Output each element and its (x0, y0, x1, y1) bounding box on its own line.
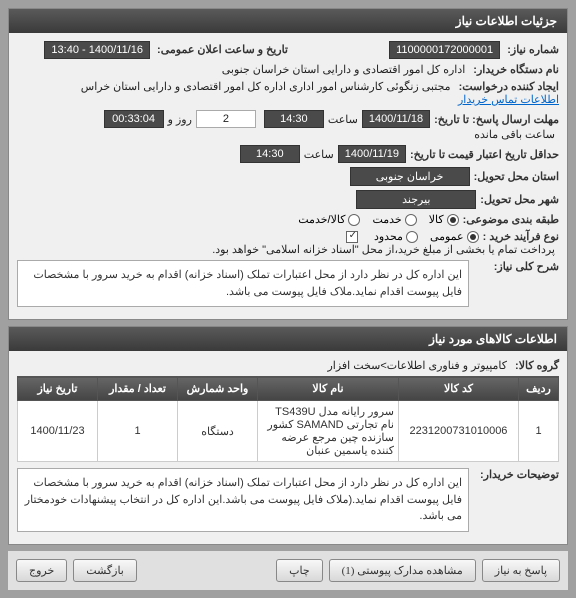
overview-label: شرح کلی نیاز: (490, 261, 559, 273)
contact-link[interactable]: اطلاعات تماس خریدار (458, 93, 559, 106)
td-name: سرور رایانه مدل TS439U نام تجارتی SAMAND… (258, 401, 399, 462)
province-label: استان محل تحویل: (470, 170, 559, 183)
need-no-label: شماره نیاز: (503, 44, 559, 56)
proc-omumi-radio[interactable] (467, 231, 479, 243)
cat-both-radio[interactable] (348, 214, 360, 226)
buyer-notes-box: این اداره کل در نظر دارد از محل اعتبارات… (17, 468, 469, 532)
th-row: ردیف (519, 377, 559, 401)
cat-both-label: کالا/خدمت (298, 213, 345, 226)
resp-time: 14:30 (264, 110, 324, 128)
resp-deadline-label: مهلت ارسال پاسخ: تا تاریخ: (430, 113, 559, 126)
valid-label: حداقل تاریخ اعتبار قیمت تا تاریخ: (406, 148, 559, 161)
th-qty: تعداد / مقدار (98, 377, 178, 401)
proc-rest-radio[interactable] (406, 231, 418, 243)
overview-box: این اداره کل در نظر دارد از محل اعتبارات… (17, 260, 469, 307)
panel1-header: جزئیات اطلاعات نیاز (9, 9, 567, 33)
buyer-org-value: اداره کل امور اقتصادی و دارایی استان خرا… (218, 63, 470, 76)
province-value: خراسان جنوبی (350, 167, 470, 186)
category-label: طبقه بندی موضوعی: (459, 213, 559, 226)
cat-khadamat-item[interactable]: خدمت (372, 213, 416, 226)
panel1-body: شماره نیاز: 1100000172000001 تاریخ و ساع… (9, 33, 567, 319)
cat-kala-radio[interactable] (447, 214, 459, 226)
valid-date: 1400/11/19 (338, 145, 406, 163)
proc-rest-label: محدود (374, 230, 403, 243)
td-qty: 1 (98, 401, 178, 462)
th-date: تاریخ نیاز (18, 377, 98, 401)
need-details-panel: جزئیات اطلاعات نیاز شماره نیاز: 11000001… (8, 8, 568, 320)
table-row: 1 2231200731010006 سرور رایانه مدل TS439… (18, 401, 559, 462)
creator-label: ایجاد کننده درخواست: (455, 80, 559, 93)
th-code: کد کالا (399, 377, 519, 401)
announce-label: تاریخ و ساعت اعلان عمومی: (153, 44, 288, 56)
city-value: بیرجند (356, 190, 476, 209)
th-unit: واحد شمارش (178, 377, 258, 401)
remain-label: ساعت باقی مانده (470, 128, 559, 141)
buttons-row: پاسخ به نیاز مشاهده مدارک پیوستی (1) چاپ… (8, 551, 568, 590)
buyer-notes-label: توضیحات خریدار: (476, 469, 559, 481)
days-value: 2 (196, 110, 256, 128)
goods-panel: اطلاعات کالاهای مورد نیاز گروه کالا: کام… (8, 326, 568, 545)
category-radio-group: کالا خدمت کالا/خدمت (298, 213, 458, 226)
table-header-row: ردیف کد کالا نام کالا واحد شمارش تعداد /… (18, 377, 559, 401)
remain-time: 00:33:04 (104, 110, 164, 128)
goods-group-value: کامپیوتر و فناوری اطلاعات>سخت افزار (323, 359, 511, 372)
cat-kala-label: کالا (429, 213, 444, 226)
city-label: شهر محل تحویل: (476, 193, 559, 206)
cat-khadamat-label: خدمت (372, 213, 401, 226)
respond-button[interactable]: پاسخ به نیاز (482, 559, 560, 582)
goods-table: ردیف کد کالا نام کالا واحد شمارش تعداد /… (17, 376, 559, 462)
proc-omumi-label: عمومی (430, 230, 464, 243)
panel2-header: اطلاعات کالاهای مورد نیاز (9, 327, 567, 351)
goods-group-label: گروه کالا: (511, 359, 559, 372)
creator-value: مجتبی زنگوئی کارشناس امور اداری اداره کل… (77, 80, 455, 93)
td-date: 1400/11/23 (18, 401, 98, 462)
proc-omumi-item[interactable]: عمومی (430, 230, 479, 243)
cat-kala-item[interactable]: کالا (429, 213, 459, 226)
rooz-va: روز و (164, 113, 196, 126)
td-code: 2231200731010006 (399, 401, 519, 462)
cat-khadamat-radio[interactable] (405, 214, 417, 226)
panel2-body: گروه کالا: کامپیوتر و فناوری اطلاعات>سخت… (9, 351, 567, 544)
buyer-org-label: نام دستگاه خریدار: (469, 63, 559, 76)
announce-value: 1400/11/16 - 13:40 (44, 41, 150, 59)
proc-radio-group: عمومی محدود (374, 230, 479, 243)
valid-time: 14:30 (240, 145, 300, 163)
th-name: نام کالا (258, 377, 399, 401)
resp-date: 1400/11/18 (362, 110, 430, 128)
buy-proc-label: نوع فرآیند خرید : (479, 230, 559, 243)
back-button[interactable]: بازگشت (73, 559, 137, 582)
saat1: ساعت (324, 113, 362, 126)
cat-both-item[interactable]: کالا/خدمت (298, 213, 360, 226)
saat2: ساعت (300, 148, 338, 161)
proc-rest-item[interactable]: محدود (374, 230, 418, 243)
treasury-checkbox[interactable] (346, 231, 358, 243)
attachments-button[interactable]: مشاهده مدارک پیوستی (1) (329, 559, 476, 582)
print-button[interactable]: چاپ (276, 559, 323, 582)
td-row: 1 (519, 401, 559, 462)
exit-button[interactable]: خروج (16, 559, 67, 582)
need-no-value: 1100000172000001 (389, 41, 500, 59)
td-unit: دستگاه (178, 401, 258, 462)
proc-note: پرداخت تمام یا بخشی از مبلغ خرید،از محل … (208, 243, 559, 256)
